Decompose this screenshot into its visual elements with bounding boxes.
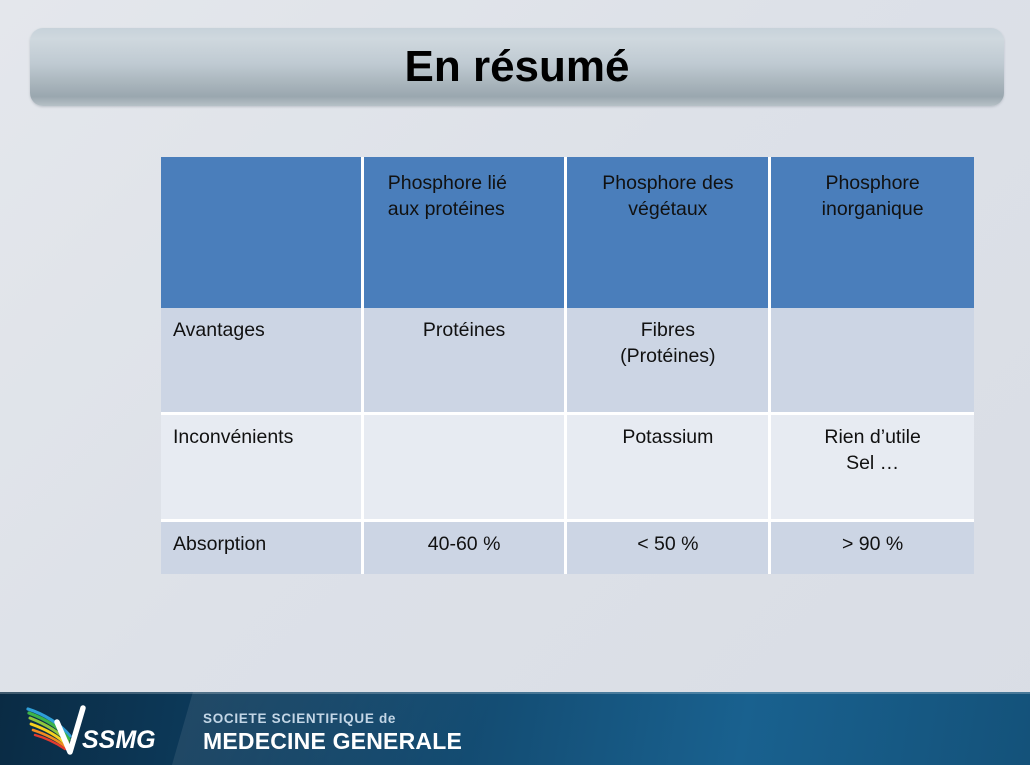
summary-table: Phosphore lié aux protéines Phosphore de… — [161, 157, 974, 574]
table-header: Phosphore lié aux protéines Phosphore de… — [161, 157, 974, 308]
brand-line-medecine: MEDECINE GENERALE — [203, 727, 462, 754]
header-cell-phosphore-vegetaux: Phosphore des végétaux — [567, 157, 772, 308]
row-label-absorption: Absorption — [161, 522, 364, 574]
table-row: Inconvénients Potassium Rien d’utile Sel… — [161, 415, 974, 522]
header-line-1: Phosphore lié — [387, 172, 507, 194]
cell-absorption-vegetaux: < 50 % — [567, 522, 772, 574]
footer-bar — [0, 692, 1030, 765]
page-title: En résumé — [404, 42, 630, 91]
cell-inconvenients-proteines — [363, 415, 568, 522]
ssmg-wordmark: SSMG — [82, 726, 156, 754]
ssmg-logo-icon: SSMG — [26, 705, 156, 755]
footer-top-divider — [0, 692, 1030, 694]
table-header-row: Phosphore lié aux protéines Phosphore de… — [161, 157, 974, 308]
cell-inconvenients-inorganique: Rien d’utile Sel … — [771, 415, 974, 522]
table-row: Absorption 40-60 % < 50 % > 90 % — [161, 522, 974, 574]
brand-text: SOCIETE SCIENTIFIQUE de MEDECINE GENERAL… — [203, 711, 623, 754]
header-cell-phosphore-proteines: Phosphore lié aux protéines — [363, 157, 568, 308]
header-line-2: inorganique — [821, 197, 924, 220]
header-line-2: végétaux — [628, 197, 708, 220]
brand-line-societe: SOCIETE SCIENTIFIQUE de — [203, 711, 397, 726]
title-banner: En résumé — [30, 28, 1004, 106]
cell-absorption-proteines: 40-60 % — [363, 522, 568, 574]
cell-line-1: Fibres — [640, 319, 695, 341]
cell-line-1: Rien d’utile — [824, 426, 921, 448]
table-body: Avantages Protéines Fibres (Protéines) I… — [161, 308, 974, 574]
cell-inconvenients-vegetaux: Potassium — [567, 415, 772, 522]
cell-avantages-vegetaux: Fibres (Protéines) — [567, 308, 772, 415]
row-label-avantages: Avantages — [161, 308, 364, 415]
cell-absorption-inorganique: > 90 % — [771, 522, 974, 574]
header-line-2: aux protéines — [387, 197, 505, 220]
cell-line-2: (Protéines) — [620, 344, 716, 367]
row-label-inconvenients: Inconvénients — [161, 415, 364, 522]
cell-avantages-inorganique — [771, 308, 974, 415]
header-cell-phosphore-inorganique: Phosphore inorganique — [771, 157, 974, 308]
cell-avantages-proteines: Protéines — [363, 308, 568, 415]
header-line-1: Phosphore — [825, 172, 920, 194]
header-cell-corner — [161, 157, 364, 308]
header-line-1: Phosphore des — [602, 172, 734, 194]
cell-line-2: Sel … — [846, 451, 900, 474]
table-row: Avantages Protéines Fibres (Protéines) — [161, 308, 974, 415]
